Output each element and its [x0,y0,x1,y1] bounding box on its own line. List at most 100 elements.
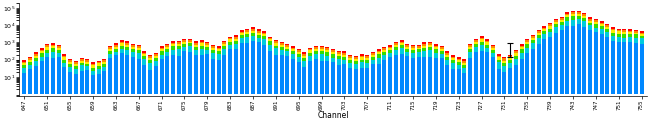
Bar [57,53,60,57]
Bar [28,62,32,65]
Bar [422,42,426,44]
Bar [296,52,301,54]
Bar [91,71,95,76]
Bar [280,45,283,47]
Bar [605,32,609,37]
Bar [525,44,529,48]
Bar [302,56,306,58]
Bar [634,38,638,43]
Bar [554,20,558,22]
Bar [296,50,301,52]
Bar [331,62,335,94]
Bar [525,42,529,44]
Bar [28,57,32,58]
Bar [40,54,44,57]
Bar [594,32,598,94]
Bar [594,24,598,28]
Bar [280,42,283,43]
Bar [611,30,615,33]
Bar [405,45,410,47]
Bar [474,44,478,47]
Bar [411,58,415,94]
Bar [400,45,404,48]
Bar [514,56,518,59]
Bar [439,54,443,58]
Bar [480,36,484,38]
Bar [622,32,627,34]
Bar [234,41,238,44]
Bar [394,42,398,43]
Bar [51,43,55,45]
Bar [348,55,352,56]
Bar [263,45,266,94]
Bar [365,63,369,68]
Bar [263,33,266,34]
Bar [382,48,386,50]
Bar [125,55,129,94]
Bar [571,11,575,12]
Bar [371,60,375,64]
Bar [108,47,112,49]
Bar [85,62,89,64]
X-axis label: Channel: Channel [317,111,349,120]
Bar [40,57,44,61]
Bar [542,26,547,28]
Bar [34,54,38,56]
Bar [502,72,506,94]
Bar [308,53,312,56]
Bar [131,57,135,94]
Bar [280,47,283,50]
Bar [519,44,523,46]
Bar [382,47,386,48]
Bar [222,42,226,44]
Bar [359,62,363,68]
Bar [359,60,363,62]
Bar [274,40,278,41]
Bar [46,50,49,53]
Bar [605,24,609,25]
Bar [222,46,226,49]
Bar [428,45,432,47]
Bar [382,52,386,55]
Bar [394,55,398,94]
Bar [131,49,135,52]
Bar [480,45,484,51]
Bar [154,66,158,94]
Bar [62,63,66,67]
Bar [194,45,198,47]
Bar [588,21,592,23]
Bar [359,68,363,94]
Bar [343,64,346,94]
Bar [554,33,558,94]
Bar [165,56,169,94]
Bar [211,45,215,46]
Bar [331,54,335,58]
Bar [531,43,535,49]
Bar [57,57,60,94]
Bar [337,65,341,94]
Bar [594,22,598,24]
Bar [120,42,124,43]
Bar [320,51,324,54]
Bar [68,59,72,60]
Bar [62,67,66,94]
Bar [148,69,152,94]
Bar [457,57,461,59]
Bar [234,44,238,49]
Bar [594,19,598,20]
Bar [640,36,644,38]
Bar [514,50,518,51]
Bar [548,24,552,26]
Bar [308,61,312,94]
Bar [611,27,615,29]
Bar [68,60,72,62]
Bar [46,46,49,47]
Bar [165,44,169,45]
Bar [622,42,627,94]
Bar [388,48,392,50]
Bar [211,53,215,59]
Bar [354,64,358,69]
Bar [85,64,89,66]
Bar [354,61,358,64]
Bar [519,49,523,53]
